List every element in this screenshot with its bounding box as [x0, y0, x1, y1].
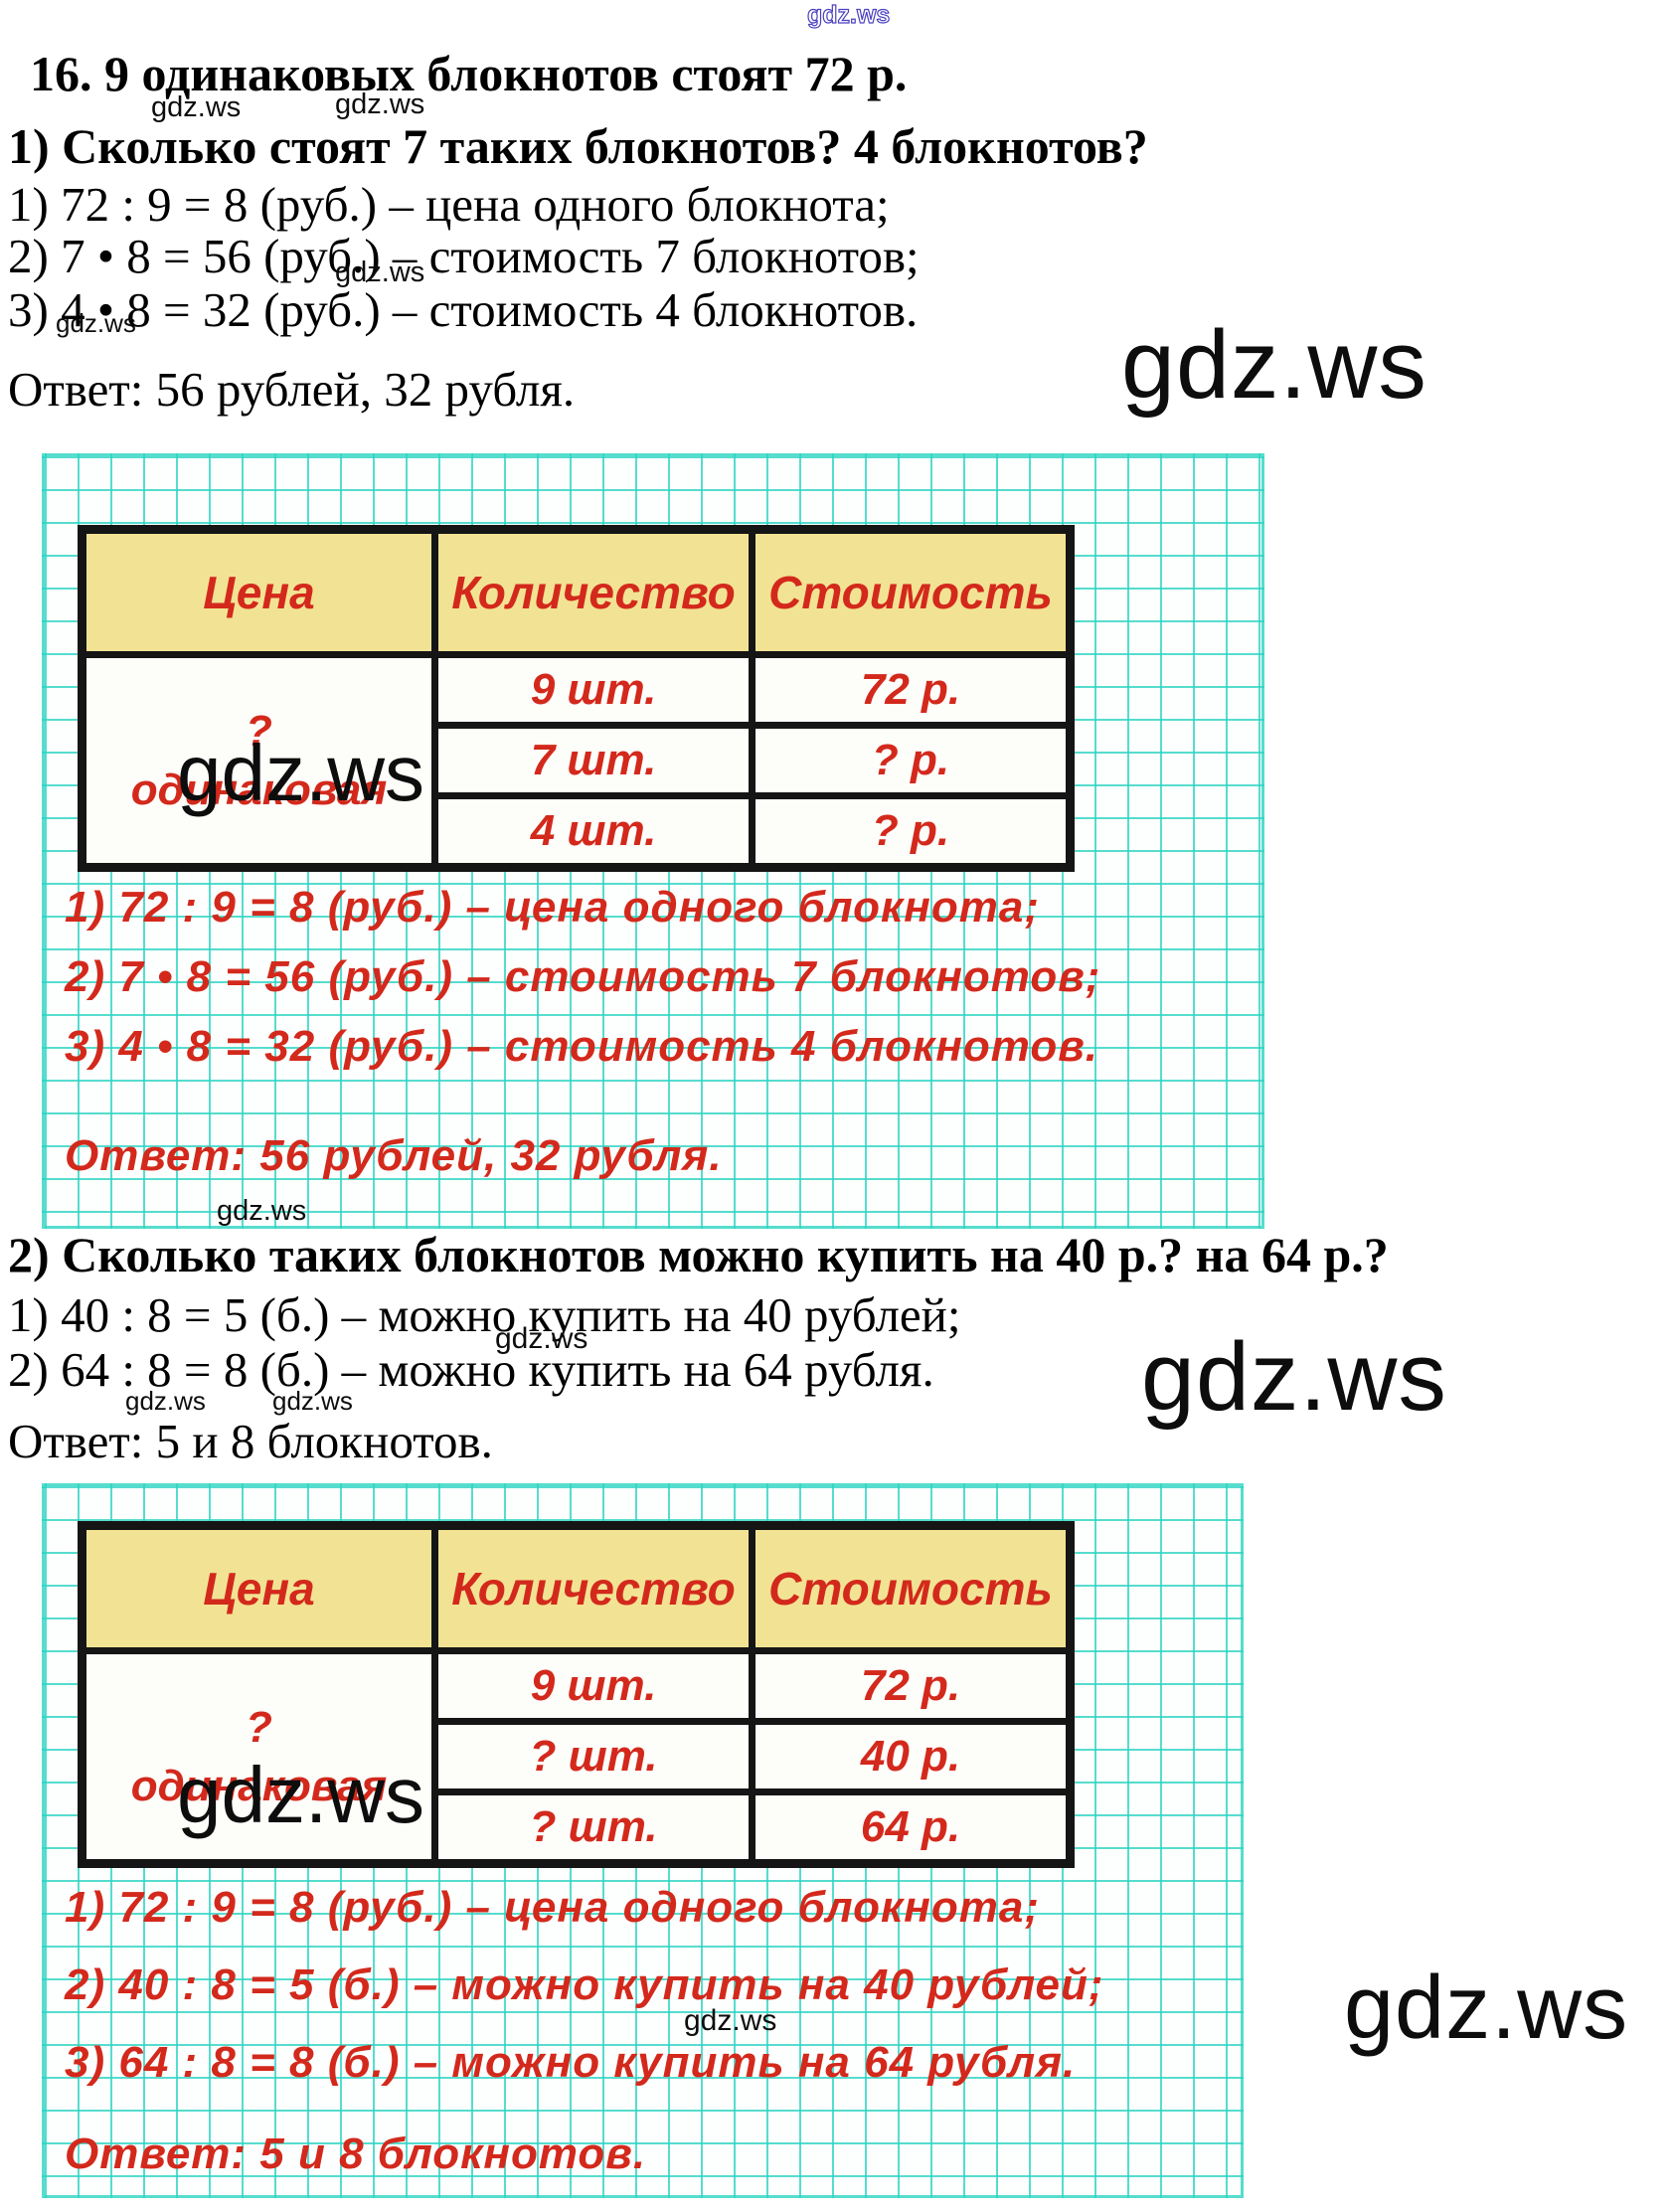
part2-step-1: 1) 40 : 8 = 5 (б.) – можно купить на 40 …: [8, 1287, 961, 1342]
price-merged-cell: ? одинаковая: [79, 1647, 438, 1867]
header-cost: Стоимость: [749, 526, 1074, 658]
price-question-mark: ?: [246, 706, 272, 756]
header-quantity: Количество: [431, 526, 755, 658]
watermark-table-1: gdz.ws: [177, 729, 424, 817]
watermark: gdz.ws: [272, 1386, 353, 1416]
price-merged-cell: ? одинаковая: [79, 651, 438, 871]
table-row: ? одинаковая 9 шт. 72 р.: [79, 651, 1074, 871]
problem-title: 16. 9 одинаковых блокнотов стоят 72 р.: [30, 46, 908, 101]
table-header-row: Цена Количество Стоимость: [79, 1522, 1074, 1654]
price-same-label: одинаковая: [130, 766, 388, 814]
watermark: gdz.ws: [495, 1322, 588, 1355]
cost-cell: 72 р.: [749, 651, 1074, 729]
solution1-answer: Ответ: 56 рублей, 32 рубля.: [65, 1131, 723, 1180]
table-row: ? шт. 64 р.: [83, 1788, 1074, 1867]
watermark: gdz.ws: [151, 91, 242, 123]
table-header-row: Цена Количество Стоимость: [79, 526, 1074, 658]
graph-paper-panel-1: Цена Количество Стоимость ? одинаковая 9…: [42, 453, 1264, 1229]
solution2-step-1: 1) 72 : 9 = 8 (руб.) – цена одного блокн…: [65, 1883, 1040, 1932]
part1-step-3: 3) 4 • 8 = 32 (руб.) – стоимость 4 блокн…: [8, 282, 919, 337]
qty-cell: 4 шт.: [431, 792, 755, 871]
watermark-top: gdz.ws: [806, 1, 891, 29]
price-same-label: одинаковая: [130, 1762, 388, 1810]
qty-cell: ? шт.: [431, 1788, 755, 1867]
qty-cell: 7 шт.: [431, 722, 755, 799]
table-row: 7 шт. ? р.: [83, 722, 1074, 799]
part1-step-1: 1) 72 : 9 = 8 (руб.) – цена одного блокн…: [8, 177, 890, 232]
header-cost: Стоимость: [749, 1522, 1074, 1654]
cost-cell: 40 р.: [749, 1718, 1074, 1795]
table-row: 4 шт. ? р.: [83, 792, 1074, 871]
solution1-step-3: 3) 4 • 8 = 32 (руб.) – стоимость 4 блокн…: [65, 1022, 1099, 1071]
table-row: ? шт. 40 р.: [83, 1718, 1074, 1795]
solution2-step-3: 3) 64 : 8 = 8 (б.) – можно купить на 64 …: [65, 2038, 1077, 2087]
watermark: gdz.ws: [335, 256, 425, 288]
watermark: gdz.ws: [125, 1386, 206, 1416]
cost-cell: ? р.: [749, 792, 1074, 871]
part1-answer: Ответ: 56 рублей, 32 рубля.: [8, 362, 576, 417]
cost-cell: ? р.: [749, 722, 1074, 799]
cost-cell: 64 р.: [749, 1788, 1074, 1867]
cost-cell: 72 р.: [749, 1647, 1074, 1725]
table-row: ? одинаковая 9 шт. 72 р.: [79, 1647, 1074, 1867]
part2-step-2: 2) 64 : 8 = 8 (б.) – можно купить на 64 …: [8, 1342, 934, 1397]
solution1-step-1: 1) 72 : 9 = 8 (руб.) – цена одного блокн…: [65, 883, 1040, 932]
watermark: gdz.ws: [56, 308, 136, 338]
solution2-step-2: 2) 40 : 8 = 5 (б.) – можно купить на 40 …: [65, 1960, 1104, 2009]
watermark-large: gdz.ws: [1344, 1958, 1629, 2058]
ratio-table-2: Цена Количество Стоимость ? одинаковая 9…: [78, 1521, 1075, 1868]
part1-step-2: 2) 7 • 8 = 56 (руб.) – стоимость 7 блокн…: [8, 229, 920, 283]
part2-answer: Ответ: 5 и 8 блокнотов.: [8, 1414, 493, 1468]
ratio-table-1: Цена Количество Стоимость ? одинаковая 9…: [78, 525, 1075, 872]
price-question-mark: ?: [246, 1702, 272, 1752]
part1-question: 1) Сколько стоят 7 таких блокнотов? 4 бл…: [8, 118, 1148, 174]
header-quantity: Количество: [431, 1522, 755, 1654]
solution1-step-2: 2) 7 • 8 = 56 (руб.) – стоимость 7 блокн…: [65, 952, 1101, 1001]
header-price: Цена: [79, 526, 438, 658]
part2-question: 2) Сколько таких блокнотов можно купить …: [8, 1227, 1389, 1282]
watermark: gdz.ws: [335, 88, 425, 120]
watermark-large: gdz.ws: [1121, 310, 1427, 419]
watermark-large: gdz.ws: [1141, 1322, 1447, 1431]
header-price: Цена: [79, 1522, 438, 1654]
watermark-table-2: gdz.ws: [177, 1751, 424, 1839]
qty-cell: 9 шт.: [431, 651, 755, 729]
solution2-answer: Ответ: 5 и 8 блокнотов.: [65, 2129, 647, 2178]
watermark: gdz.ws: [217, 1195, 307, 1227]
qty-cell: ? шт.: [431, 1718, 755, 1795]
qty-cell: 9 шт.: [431, 1647, 755, 1725]
watermark: gdz.ws: [684, 2004, 777, 2037]
graph-paper-panel-2: Цена Количество Стоимость ? одинаковая 9…: [42, 1483, 1244, 2198]
